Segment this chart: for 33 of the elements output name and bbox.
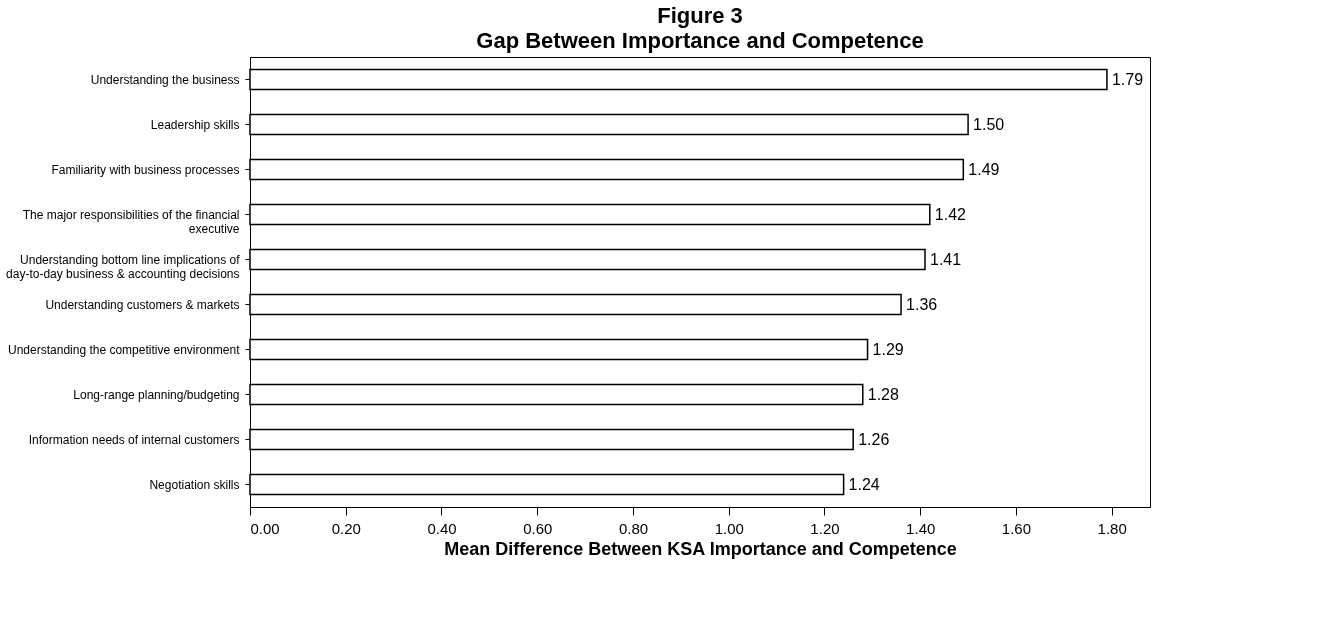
data-label: 1.28 [867,385,900,403]
x-tick-label: 0.20 [331,519,361,537]
y-tick-label: Understanding the competitive environment [8,342,241,357]
x-tick-label: 1.80 [1097,519,1127,537]
x-tick-label: 0.80 [618,519,649,537]
x-tick-label: 1.40 [906,519,936,537]
data-label: 1.42 [934,205,967,223]
y-tick-label: Information needs of internal customers [28,432,240,447]
data-label: 1.26 [858,430,890,448]
chart-title: Figure 3 [657,3,743,28]
y-tick-label: The major responsibilities of the financial executive [22,207,240,236]
data-label: 1.50 [973,115,1005,133]
y-tick-label: Understanding the business [90,72,240,87]
x-tick-label: 1.20 [810,519,840,537]
x-tick-label: 1.60 [1001,519,1032,537]
chart-subtitle: Gap Between Importance and Competence [476,28,924,53]
y-tick-label: Negotiation skills [149,477,240,492]
y-tick-label: Leadership skills [150,117,240,132]
y-tick-label: Long-range planning/budgeting [73,387,240,402]
data-label: 1.41 [930,250,962,268]
data-label: 1.49 [968,160,1000,178]
x-tick-label: 0.00 [250,519,280,537]
data-label: 1.29 [872,340,904,358]
x-tick-label: 0.60 [523,519,553,537]
x-tick-label: 1.00 [714,519,744,537]
y-tick-label: Understanding customers & markets [45,297,240,312]
y-tick-label: Understanding bottom line implications of day-to-day business & accounting decisions [6,252,241,281]
x-tick-label: 0.40 [427,519,457,537]
data-label: 1.79 [1111,70,1144,88]
y-tick-label: Familiarity with business processes [51,162,240,177]
data-label: 1.36 [906,295,938,313]
x-axis-title: Mean Difference Between KSA Importance and Competence [444,538,957,559]
data-label: 1.24 [848,475,880,493]
